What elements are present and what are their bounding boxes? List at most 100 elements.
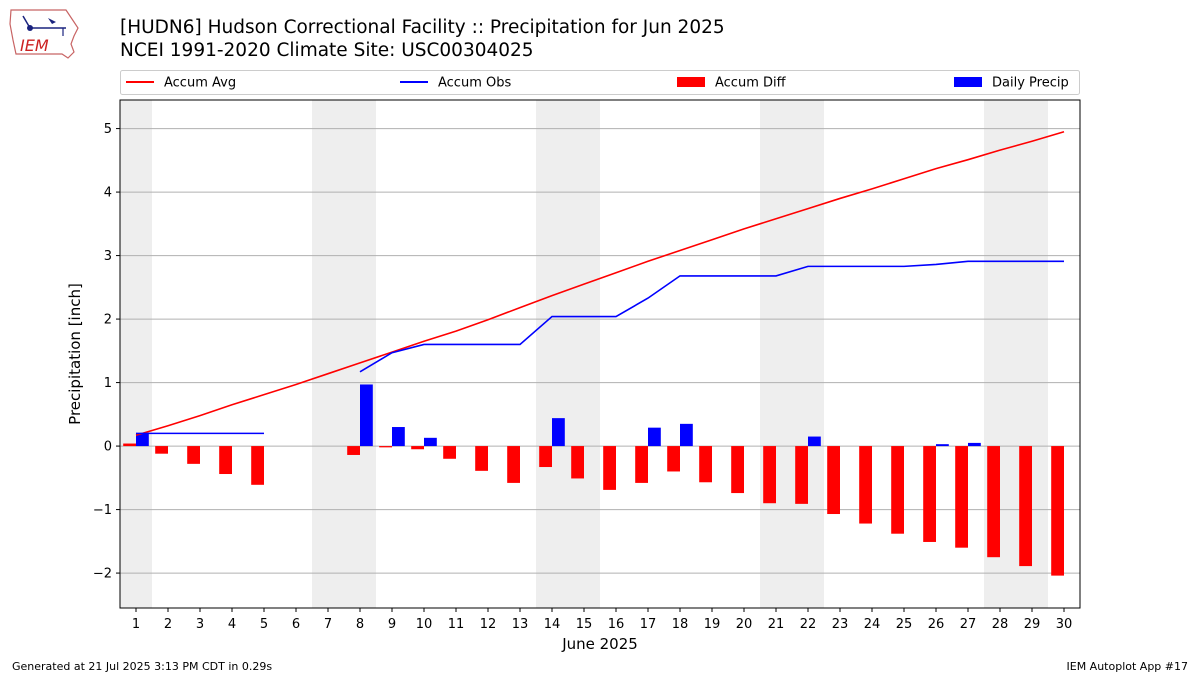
accum-diff-bar xyxy=(539,446,552,468)
accum-diff-bar xyxy=(763,446,776,504)
x-tick-label: 6 xyxy=(292,617,300,632)
x-tick-label: 7 xyxy=(324,617,332,632)
x-tick-label: 29 xyxy=(1024,617,1041,632)
x-tick-label: 5 xyxy=(260,617,268,632)
x-tick-label: 9 xyxy=(388,617,396,632)
accum-obs-line xyxy=(359,260,1064,373)
accum-diff-bar xyxy=(251,446,264,485)
legend-label: Accum Avg xyxy=(164,76,236,91)
legend-label: Daily Precip xyxy=(992,76,1069,91)
y-tick-label: −1 xyxy=(93,503,112,518)
x-tick-label: 13 xyxy=(512,617,529,632)
x-tick-label: 28 xyxy=(992,617,1009,632)
accum-diff-bar xyxy=(1019,446,1032,567)
x-tick-label: 12 xyxy=(480,617,497,632)
accum-diff-bar xyxy=(955,446,968,548)
x-tick-label: 1 xyxy=(132,617,140,632)
x-axis-label: June 2025 xyxy=(561,635,638,653)
accum-diff-bar xyxy=(891,446,904,534)
accum-diff-bar xyxy=(475,446,488,471)
series-lines xyxy=(135,130,1065,437)
x-tick-label: 23 xyxy=(832,617,849,632)
grid-lines xyxy=(120,128,1080,574)
y-tick-label: 0 xyxy=(104,440,112,455)
x-tick-label: 8 xyxy=(356,617,364,632)
iem-logo: IEM xyxy=(9,9,79,59)
weekend-band xyxy=(536,100,600,608)
daily-precip-bar xyxy=(968,442,981,447)
x-tick-label: 16 xyxy=(608,617,625,632)
accum-diff-bar xyxy=(987,446,1000,558)
weekend-band xyxy=(760,100,824,608)
daily-precip-bar xyxy=(392,427,405,447)
weekend-band xyxy=(312,100,376,608)
x-tick-label: 30 xyxy=(1056,617,1073,632)
x-tick-label: 14 xyxy=(544,617,561,632)
accum-diff-bar xyxy=(859,446,872,524)
accum-diff-bar xyxy=(507,446,520,483)
logo-text: IEM xyxy=(20,36,49,55)
daily-precip-bar xyxy=(360,384,373,447)
x-tick-label: 19 xyxy=(704,617,721,632)
daily-precip-bar xyxy=(136,433,149,447)
x-tick-label: 18 xyxy=(672,617,689,632)
bars xyxy=(123,384,1064,576)
x-tick-label: 4 xyxy=(228,617,236,632)
y-axis: −2 −1 0 1 2 3 4 5 xyxy=(93,122,120,582)
accum-diff-bar xyxy=(827,446,840,515)
y-axis-label: Precipitation [inch] xyxy=(66,283,84,425)
accum-diff-bar xyxy=(699,446,712,483)
accum-diff-bar xyxy=(603,446,616,490)
y-tick-label: 2 xyxy=(104,313,112,328)
accum-avg-line xyxy=(135,130,1065,437)
x-tick-label: 22 xyxy=(800,617,817,632)
accum-diff-bar xyxy=(795,446,808,504)
x-tick-label: 20 xyxy=(736,617,753,632)
x-tick-label: 11 xyxy=(448,617,465,632)
y-tick-label: 3 xyxy=(104,249,112,264)
accum-diff-bar xyxy=(731,446,744,494)
chart-title: [HUDN6] Hudson Correctional Facility :: … xyxy=(120,17,725,38)
weekend-shading xyxy=(120,100,1048,608)
x-axis: 1 2 3 4 5 6 7 8 9 10 11 12 13 14 15 16 17 18 19 20 21 22 23 24 2… xyxy=(132,608,1072,632)
legend-label: Accum Obs xyxy=(438,76,511,91)
x-tick-label: 24 xyxy=(864,617,881,632)
chart-subtitle: NCEI 1991-2020 Climate Site: USC00304025 xyxy=(120,40,534,61)
footer-generated: Generated at 21 Jul 2025 3:13 PM CDT in … xyxy=(12,660,273,673)
x-tick-label: 27 xyxy=(960,617,977,632)
accum-diff-bar xyxy=(379,446,392,448)
accum-diff-bar xyxy=(923,446,936,542)
daily-precip-bar xyxy=(808,436,821,447)
x-tick-label: 3 xyxy=(196,617,204,632)
legend-label: Accum Diff xyxy=(715,76,787,91)
accum-diff-bar xyxy=(123,443,136,447)
accum-diff-bar xyxy=(571,446,584,479)
legend-box xyxy=(120,70,1080,95)
x-tick-label: 17 xyxy=(640,617,657,632)
accum-diff-bar xyxy=(635,446,648,483)
weekend-band xyxy=(120,100,152,608)
x-tick-label: 15 xyxy=(576,617,593,632)
y-tick-label: 5 xyxy=(104,122,112,137)
daily-precip-bar xyxy=(552,418,565,447)
daily-precip-bar xyxy=(648,427,661,447)
daily-precip-bar xyxy=(936,444,949,447)
y-tick-label: 1 xyxy=(104,376,112,391)
legend-swatch-bar xyxy=(677,77,705,87)
accum-diff-bar xyxy=(219,446,232,475)
plot-frame xyxy=(119,99,1081,609)
x-tick-label: 26 xyxy=(928,617,945,632)
accum-diff-bar xyxy=(155,446,168,454)
legend: Accum Avg Accum Obs Accum Diff Daily Precip xyxy=(120,70,1080,95)
y-tick-label: 4 xyxy=(104,186,112,201)
x-tick-label: 21 xyxy=(768,617,785,632)
daily-precip-bar xyxy=(680,423,693,447)
footer-app: IEM Autoplot App #17 xyxy=(1066,660,1189,673)
x-tick-label: 2 xyxy=(164,617,172,632)
accum-diff-bar xyxy=(667,446,680,472)
y-tick-label: −2 xyxy=(93,567,112,582)
x-tick-label: 10 xyxy=(416,617,433,632)
accum-diff-bar xyxy=(443,446,456,459)
iowa-outline-icon xyxy=(9,9,79,59)
